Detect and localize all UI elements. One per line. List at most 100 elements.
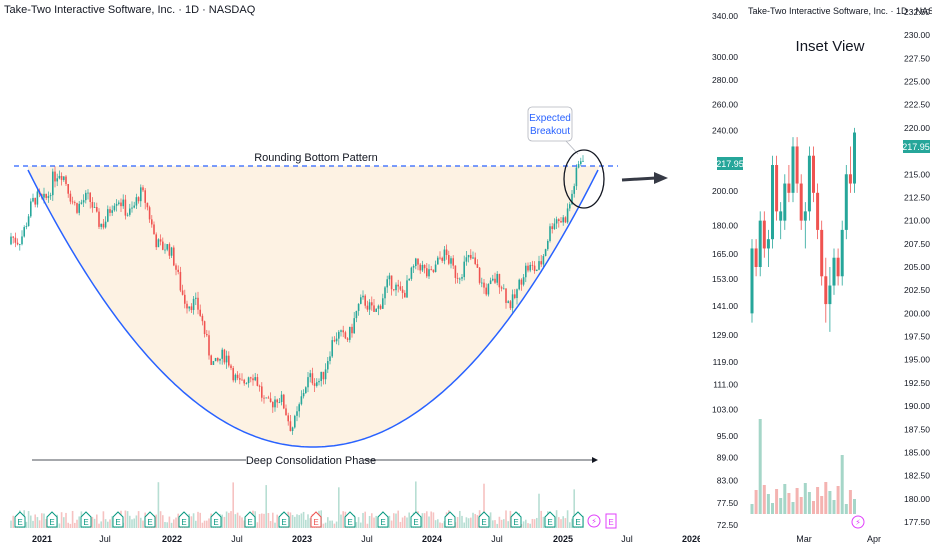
price-candle [450,258,452,264]
volume-bar [223,516,226,528]
price-candle [373,305,375,312]
volume-bar [232,482,234,528]
price-candle [278,402,281,403]
right-y-axis-tick: 207.50 [904,239,930,249]
volume-bar [461,515,463,528]
volume-bar [305,519,307,528]
inset-chart-pane[interactable]: 340.00 300.00 280.00 260.00 240.00 200.00 180.… [700,0,932,550]
inset-flash-glyph: ⚡ [855,518,861,527]
x-axis-tick: Jul [361,534,373,544]
volume-bar [538,493,540,528]
consolidation-label-bg [246,453,364,467]
volume-bar [166,522,168,528]
price-candle [289,421,292,432]
price-candle [265,397,267,399]
inset-chart[interactable]: 340.00 300.00 280.00 260.00 240.00 200.00 180.… [700,0,932,550]
pattern-label: Rounding Bottom Pattern [254,152,378,164]
price-candle [82,200,85,203]
earnings-event-letter: E [213,518,218,527]
left-y-axis-tick: 240.00 [712,126,738,136]
earnings-event-icon [344,511,356,528]
price-candle [252,378,254,381]
volume-bar [338,487,340,528]
price-candle [439,257,441,259]
inset-candle [812,155,815,193]
inset-volume-bar [816,487,820,514]
volume-bar [168,516,171,528]
inset-volume-bar [840,455,844,514]
volume-bar [434,520,437,528]
volume-bar [65,512,67,528]
inset-candle [775,165,779,212]
volume-bar [560,519,562,528]
price-candle [360,297,362,304]
price-candle [417,258,419,265]
price-candle [67,184,69,194]
volume-bar [555,510,558,528]
price-candle [151,219,153,225]
price-candle [267,397,270,399]
price-candle [170,247,173,256]
price-candle [353,318,355,334]
volume-bar [505,510,507,528]
consolidation-arrow-head [592,457,598,463]
inset-flash-event-icon[interactable] [851,515,865,529]
price-candle [582,160,584,162]
price-candle [430,269,432,271]
inset-volume-bar [750,504,754,514]
price-candle [452,258,454,266]
main-chart[interactable]: Deep Consolidation Phase Rounding Bottom… [0,0,702,550]
price-candle [133,205,135,208]
price-candle [175,265,177,270]
price-candle [254,377,256,381]
inset-volume-bar [783,484,787,514]
price-candle [481,282,483,284]
price-candle [569,204,571,209]
breakout-label-line1: Expected [529,113,571,124]
volume-bar [573,489,575,528]
volume-bar [107,521,109,528]
price-candle [153,224,155,235]
volume-bar [492,520,494,528]
price-candle [210,355,212,365]
earnings-event-icon [478,511,490,528]
volume-bar [133,518,135,528]
inset-candle [848,174,852,184]
volume-bar [307,514,309,528]
price-candle [157,239,160,248]
price-candle [375,308,377,312]
left-y-axis-tick: 77.50 [717,498,739,508]
price-candle [362,295,364,298]
inset-candle [779,211,783,221]
price-candle [527,265,529,271]
volume-bar [206,520,208,528]
inset-candle [791,146,795,193]
right-y-axis-tick: 202.50 [904,285,930,295]
price-candle [199,309,201,316]
left-y-axis-tick: 165.00 [712,249,738,259]
price-candle [555,219,558,224]
volume-bar [569,522,571,528]
inset-volume-bar [771,503,774,514]
volume-bar [404,515,406,528]
volume-bar [74,522,76,528]
flash-event-glyph: ⚡ [591,517,597,526]
volume-bar [25,521,28,528]
left-y-axis-tick: 72.50 [717,520,739,530]
price-candle [109,209,111,213]
price-candle [349,326,351,340]
volume-bar [10,520,12,528]
volume-bar [531,518,534,528]
volume-bar [335,521,338,528]
price-candle [124,199,127,216]
price-candle [505,288,507,303]
right-y-axis-tick: 200.00 [904,308,930,318]
volume-bar [164,521,166,528]
price-candle [399,286,402,290]
earnings-event-icon [410,511,422,528]
main-chart-pane[interactable]: Deep Consolidation Phase Rounding Bottom… [0,0,702,550]
volume-bar [509,510,512,528]
inset-candle [803,211,807,221]
price-candle [32,197,34,202]
price-candle [529,264,531,271]
